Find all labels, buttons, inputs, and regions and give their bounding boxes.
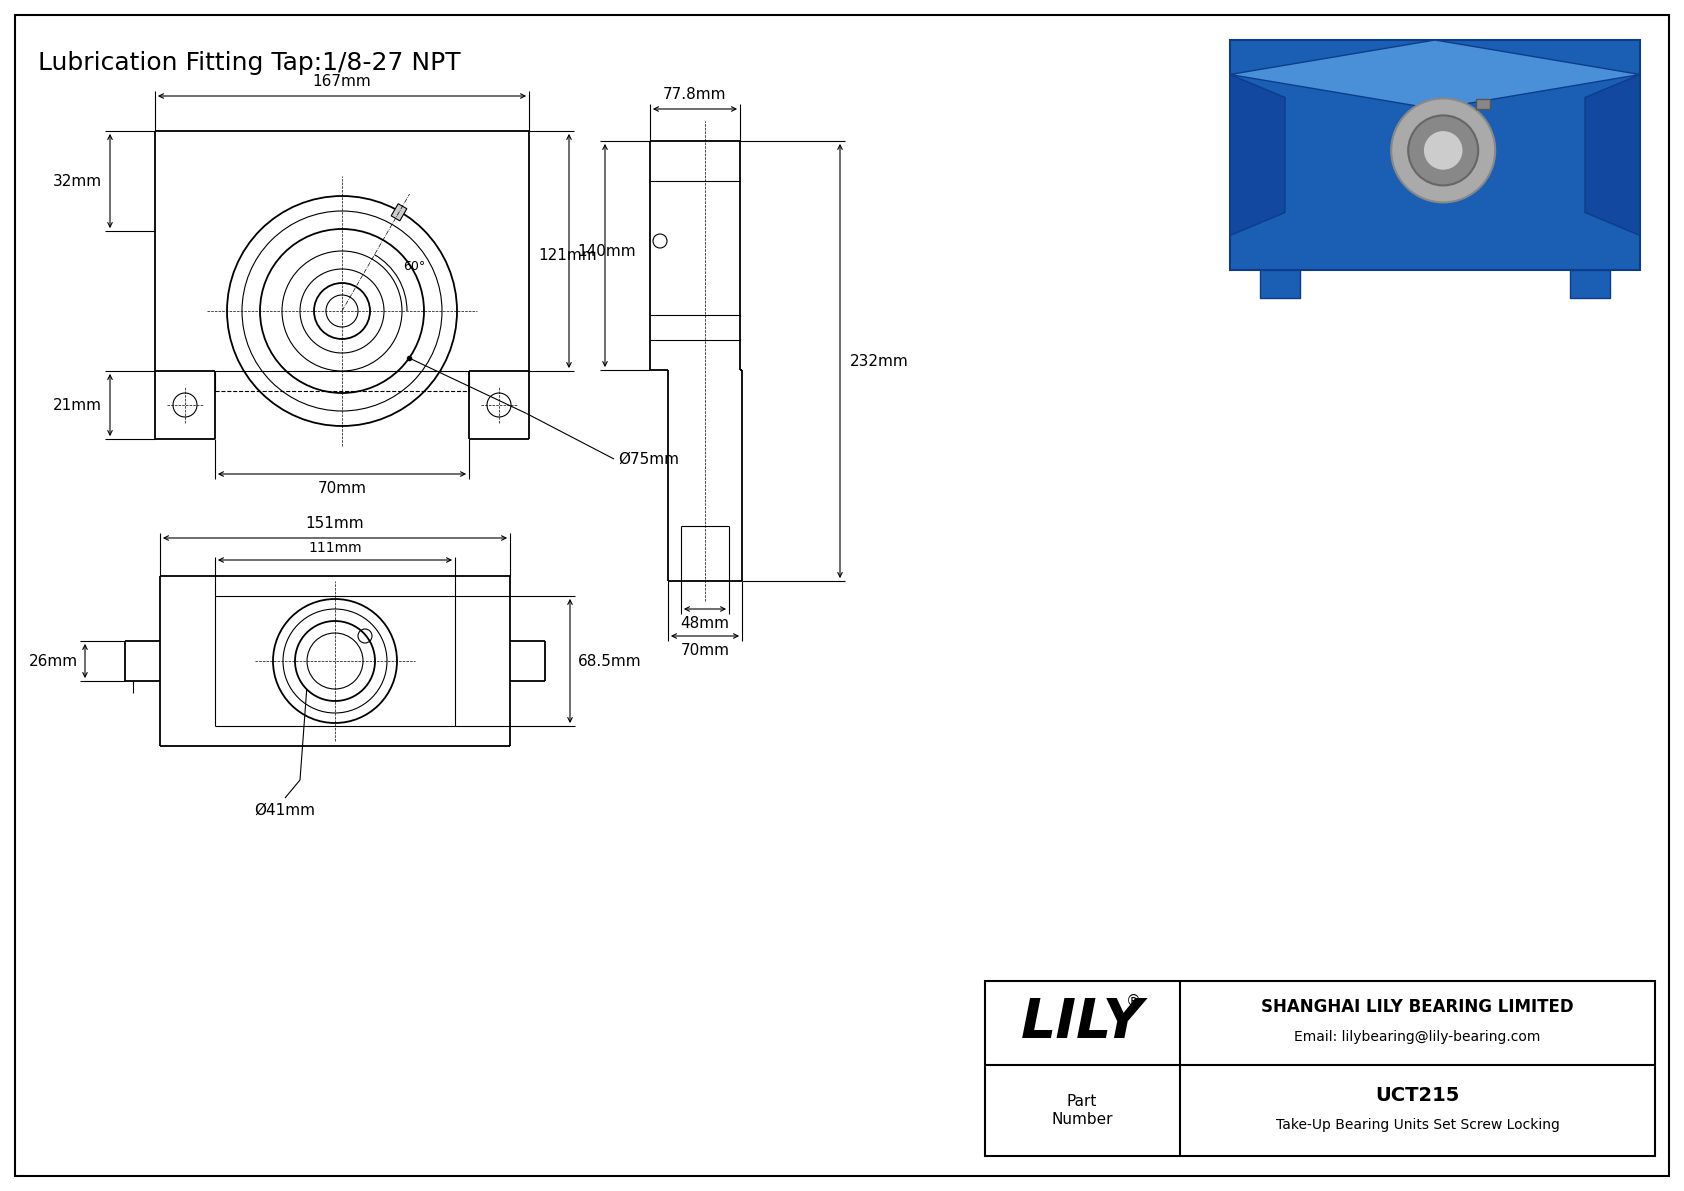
Polygon shape	[1229, 40, 1640, 110]
Text: 21mm: 21mm	[52, 398, 103, 412]
Circle shape	[1423, 130, 1463, 170]
Bar	[1260, 270, 1300, 298]
Text: 151mm: 151mm	[306, 516, 364, 531]
Text: ®: ®	[1127, 993, 1142, 1009]
Bar	[1569, 270, 1610, 298]
Text: SHANGHAI LILY BEARING LIMITED: SHANGHAI LILY BEARING LIMITED	[1261, 998, 1575, 1016]
Text: 140mm: 140mm	[578, 243, 635, 258]
Text: 32mm: 32mm	[52, 174, 103, 188]
Text: LILY: LILY	[1021, 996, 1143, 1050]
Text: Ø75mm: Ø75mm	[618, 451, 679, 467]
Text: 60°: 60°	[402, 261, 426, 274]
Text: 48mm: 48mm	[680, 616, 729, 631]
Text: 26mm: 26mm	[29, 654, 77, 668]
Text: 70mm: 70mm	[680, 643, 729, 657]
Text: Lubrication Fitting Tap:1/8-27 NPT: Lubrication Fitting Tap:1/8-27 NPT	[39, 51, 461, 75]
Bar	[391, 204, 408, 220]
Polygon shape	[1229, 75, 1285, 236]
Bar	[1477, 99, 1490, 110]
Text: 232mm: 232mm	[850, 354, 909, 368]
Bar	[1229, 40, 1640, 270]
Polygon shape	[1585, 75, 1640, 236]
Text: Ø41mm: Ø41mm	[254, 803, 315, 818]
Text: 121mm: 121mm	[539, 248, 598, 263]
Text: Part
Number: Part Number	[1051, 1095, 1113, 1127]
Text: 68.5mm: 68.5mm	[578, 654, 642, 668]
Text: 70mm: 70mm	[318, 481, 367, 495]
Text: Take-Up Bearing Units Set Screw Locking: Take-Up Bearing Units Set Screw Locking	[1275, 1117, 1559, 1131]
Bar	[985, 981, 1655, 1156]
Circle shape	[1408, 116, 1479, 186]
Text: 111mm: 111mm	[308, 541, 362, 555]
Circle shape	[1391, 99, 1495, 202]
Text: 167mm: 167mm	[313, 74, 372, 89]
Text: Email: lilybearing@lily-bearing.com: Email: lilybearing@lily-bearing.com	[1295, 1030, 1541, 1045]
Text: UCT215: UCT215	[1376, 1086, 1460, 1105]
Text: 77.8mm: 77.8mm	[663, 87, 727, 102]
